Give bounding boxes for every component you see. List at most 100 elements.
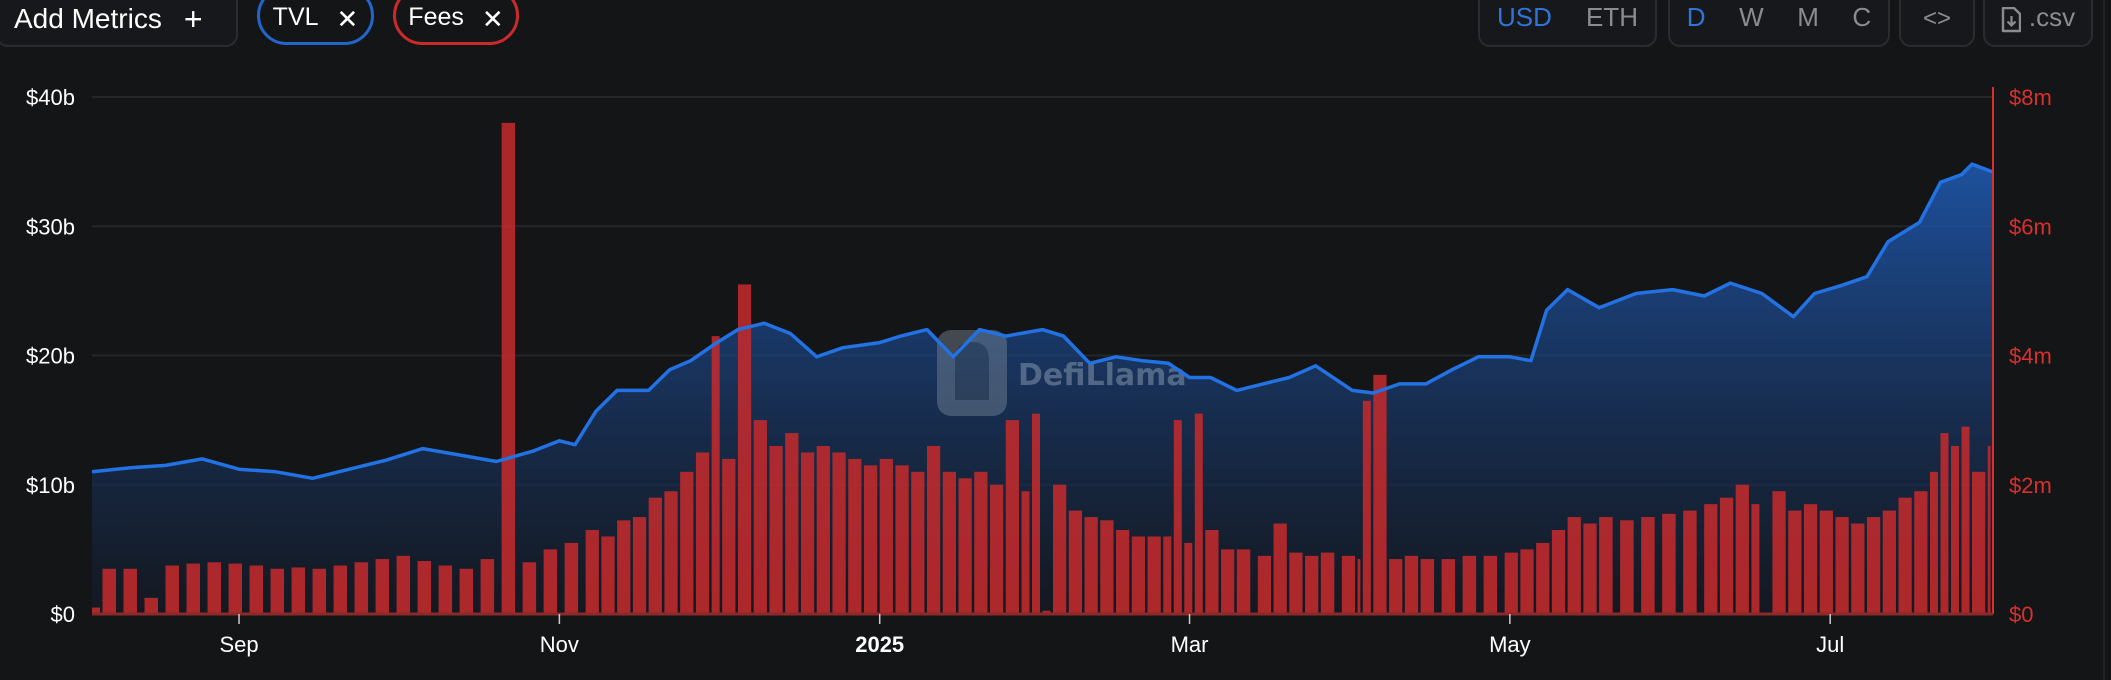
y-right-tick-label: $2m xyxy=(2009,473,2052,498)
fee-bar xyxy=(375,559,390,614)
fee-bar xyxy=(1042,610,1051,614)
fee-bar xyxy=(1835,517,1849,614)
x-tick-label: 2025 xyxy=(855,632,904,657)
fee-bar xyxy=(1184,542,1193,614)
denomination-toggle: USD ETH xyxy=(1478,0,1657,47)
fee-bar xyxy=(1305,555,1319,614)
fee-bar xyxy=(564,542,579,614)
fee-bar xyxy=(1289,552,1303,614)
fee-bar xyxy=(1683,510,1697,614)
fee-bar xyxy=(1788,510,1802,614)
fee-bar xyxy=(249,565,264,614)
fee-bar xyxy=(291,567,306,614)
fee-bar xyxy=(1551,529,1566,614)
close-icon[interactable]: ✕ xyxy=(481,4,504,34)
fee-bar xyxy=(1819,510,1833,614)
fee-bar xyxy=(1704,504,1718,614)
fee-bar xyxy=(1068,510,1083,614)
fee-bar xyxy=(1320,552,1335,614)
y-right-tick-label: $6m xyxy=(2009,214,2052,239)
fee-bar xyxy=(459,568,474,614)
tvl-line xyxy=(91,162,1994,481)
fee-bar xyxy=(1084,517,1098,614)
fee-bar xyxy=(1389,559,1403,614)
metric-label-fees: Fees xyxy=(408,3,464,31)
y-left-tick-label: $30b xyxy=(26,214,75,239)
fee-bar xyxy=(1504,552,1518,614)
fee-bar xyxy=(207,562,222,614)
fee-bar xyxy=(863,465,878,614)
csv-download-button[interactable]: .csv xyxy=(1983,0,2093,47)
fee-bar xyxy=(1735,484,1749,614)
tvl-area xyxy=(92,164,1993,614)
fee-bar xyxy=(438,565,453,614)
fee-bar xyxy=(1940,433,1949,614)
fee-bar xyxy=(769,445,783,614)
fee-bar xyxy=(1971,471,1986,614)
fee-bar xyxy=(396,555,411,614)
plus-icon: + xyxy=(183,1,203,37)
panel-border xyxy=(2103,0,2105,680)
fee-bar xyxy=(1221,549,1235,614)
x-tick-label: Nov xyxy=(540,632,579,657)
code-icon: <> xyxy=(1922,5,1952,32)
fee-bar xyxy=(680,471,694,614)
granularity-cumulative[interactable]: C xyxy=(1852,2,1872,32)
metric-pill-tvl[interactable]: TVL ✕ xyxy=(257,0,374,45)
metric-label-tvl: TVL xyxy=(272,3,319,31)
denomination-eth[interactable]: ETH xyxy=(1585,2,1638,32)
fee-bar xyxy=(1373,374,1387,614)
fee-bar xyxy=(753,420,767,614)
fee-bar xyxy=(270,568,285,614)
fee-bar xyxy=(333,565,348,614)
fee-bar xyxy=(722,458,736,614)
fee-bar xyxy=(522,562,537,614)
granularity-weekly[interactable]: W xyxy=(1739,2,1764,32)
x-tick-label: May xyxy=(1489,632,1531,657)
fee-bar xyxy=(1357,559,1361,614)
fee-bar xyxy=(1441,559,1456,614)
fee-bar xyxy=(989,484,1004,614)
fee-bar xyxy=(1620,520,1634,614)
fee-bar xyxy=(911,471,925,614)
close-icon[interactable]: ✕ xyxy=(336,4,359,34)
fee-bar xyxy=(816,445,830,614)
fee-bar xyxy=(1950,445,1959,614)
x-tick-label: Mar xyxy=(1171,632,1209,657)
fee-bar xyxy=(1031,413,1040,614)
fee-bar xyxy=(1420,559,1435,614)
add-metrics-button[interactable]: Add Metrics + xyxy=(0,0,238,47)
fee-bar xyxy=(942,471,956,614)
fee-bar xyxy=(1914,491,1928,614)
fee-bar xyxy=(1772,491,1786,614)
fee-bar xyxy=(1163,536,1172,614)
fee-bar xyxy=(1751,504,1760,614)
fee-bar xyxy=(1483,555,1498,614)
granularity-monthly[interactable]: M xyxy=(1797,2,1819,32)
metric-pill-fees[interactable]: Fees ✕ xyxy=(393,0,519,45)
embed-button[interactable]: <> xyxy=(1899,0,1975,47)
fee-bar xyxy=(1205,529,1219,614)
fee-bar xyxy=(501,122,516,614)
fee-bar xyxy=(354,562,369,614)
fee-bar xyxy=(543,549,558,614)
fee-bar xyxy=(737,284,752,614)
fee-bar xyxy=(1567,517,1581,614)
fee-bar xyxy=(1803,504,1818,614)
fee-bar xyxy=(1194,413,1203,614)
fee-bar xyxy=(648,497,662,614)
fee-bar xyxy=(480,559,495,614)
fee-bar xyxy=(1961,426,1970,614)
fee-bar xyxy=(417,561,432,614)
fee-bar xyxy=(1536,542,1550,614)
fee-bar xyxy=(1131,536,1146,614)
fee-bar xyxy=(1599,517,1613,614)
fee-bar xyxy=(585,529,599,614)
fee-bar xyxy=(1100,520,1114,614)
fee-bar xyxy=(1462,555,1477,614)
fee-bar xyxy=(1005,420,1019,614)
fee-bar xyxy=(832,452,846,614)
granularity-daily[interactable]: D xyxy=(1686,2,1706,32)
fee-bar xyxy=(123,568,138,614)
denomination-usd[interactable]: USD xyxy=(1497,2,1552,32)
